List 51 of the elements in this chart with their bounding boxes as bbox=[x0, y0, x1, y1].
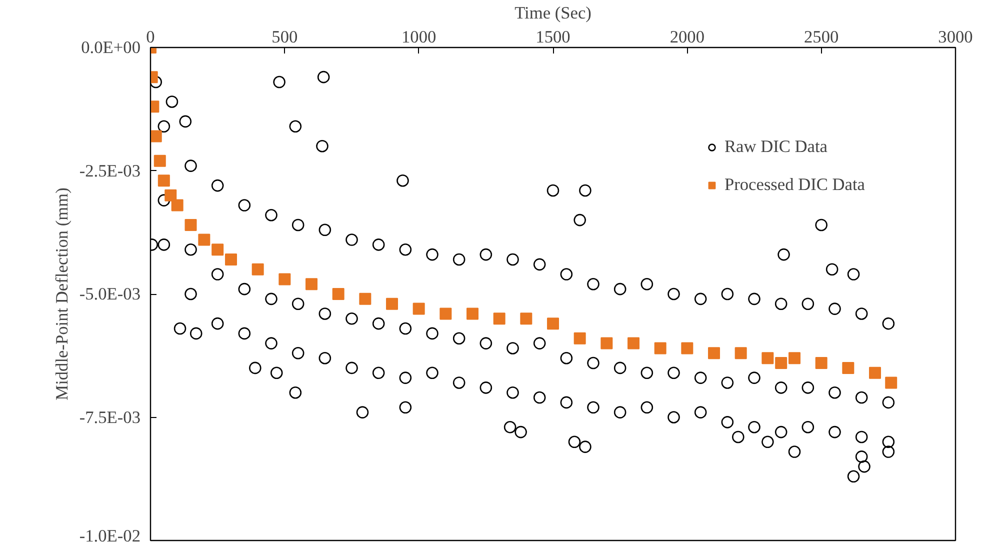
legend-label: Processed DIC Data bbox=[724, 175, 865, 195]
point bbox=[547, 318, 559, 330]
y-tick-label: -2.5E-03 bbox=[79, 161, 141, 180]
point bbox=[466, 308, 478, 320]
point bbox=[150, 130, 162, 142]
x-tick-label: 0 bbox=[146, 28, 155, 46]
x-tick-label: 1500 bbox=[536, 28, 570, 46]
point bbox=[628, 337, 640, 350]
y-tick-label: -5.0E-03 bbox=[79, 284, 141, 304]
x-tick-label: 2000 bbox=[670, 28, 704, 46]
point bbox=[788, 352, 800, 364]
x-tick-label: 1000 bbox=[402, 28, 436, 46]
point bbox=[225, 253, 237, 266]
point bbox=[359, 292, 372, 305]
point bbox=[278, 273, 291, 286]
point bbox=[815, 357, 828, 370]
point bbox=[412, 302, 425, 315]
point bbox=[600, 337, 613, 350]
point bbox=[184, 218, 197, 231]
y-tick-label: 0.0E+00 bbox=[81, 38, 141, 57]
point bbox=[332, 288, 344, 300]
y-axis-title: Middle-Point Deflection (mm) bbox=[52, 187, 72, 400]
point bbox=[885, 376, 898, 389]
x-tick-label: 3000 bbox=[938, 28, 973, 46]
point bbox=[212, 244, 224, 256]
point bbox=[734, 347, 747, 360]
point bbox=[306, 278, 318, 290]
point bbox=[493, 312, 506, 325]
legend-label: Raw DIC Data bbox=[724, 137, 828, 157]
point bbox=[842, 362, 854, 374]
point bbox=[520, 312, 532, 325]
x-tick-label: 500 bbox=[272, 28, 298, 46]
point bbox=[869, 366, 881, 379]
point bbox=[154, 154, 166, 167]
point bbox=[440, 308, 452, 320]
x-tick-label: 2500 bbox=[804, 28, 839, 46]
point bbox=[171, 199, 184, 212]
point bbox=[681, 342, 694, 354]
point bbox=[574, 332, 586, 344]
point bbox=[762, 352, 774, 364]
point bbox=[198, 234, 210, 246]
point bbox=[654, 342, 666, 354]
point bbox=[708, 347, 720, 360]
y-tick-label: -1.0E-02 bbox=[79, 526, 141, 546]
y-tick-label: -7.5E-03 bbox=[79, 408, 141, 427]
point bbox=[158, 174, 170, 187]
x-axis-title: Time (Sec) bbox=[514, 4, 592, 22]
point bbox=[252, 263, 264, 276]
point bbox=[775, 357, 788, 370]
point bbox=[386, 298, 398, 310]
point bbox=[164, 189, 177, 202]
